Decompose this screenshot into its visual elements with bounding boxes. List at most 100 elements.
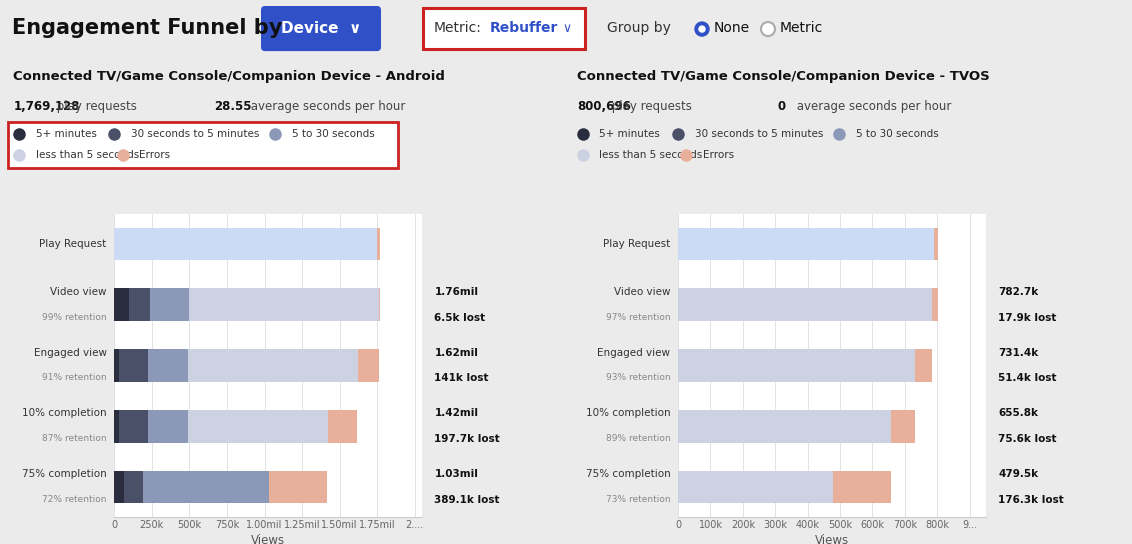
Bar [114, 349, 119, 382]
Text: 5 to 30 seconds: 5 to 30 seconds [856, 128, 938, 139]
Text: 97% retention: 97% retention [606, 313, 670, 322]
Text: 89% retention: 89% retention [606, 434, 670, 443]
Bar [678, 349, 915, 382]
Text: 17.9k lost: 17.9k lost [998, 313, 1056, 323]
Text: 99% retention: 99% retention [42, 313, 106, 322]
Text: ∨: ∨ [561, 22, 572, 35]
Text: 1.03mil: 1.03mil [435, 469, 479, 479]
Text: Errors: Errors [703, 150, 735, 160]
Text: 73% retention: 73% retention [606, 495, 670, 504]
Bar [678, 288, 932, 321]
Text: 30 seconds to 5 minutes: 30 seconds to 5 minutes [131, 128, 259, 139]
Text: 75% completion: 75% completion [585, 469, 670, 479]
Text: play requests: play requests [53, 100, 137, 113]
Text: 10% completion: 10% completion [585, 409, 670, 418]
Text: 10% completion: 10% completion [22, 409, 106, 418]
Bar [891, 410, 915, 443]
Text: 30 seconds to 5 minutes: 30 seconds to 5 minutes [695, 128, 823, 139]
Bar [114, 288, 129, 321]
Text: 389.1k lost: 389.1k lost [435, 495, 500, 505]
Text: Rebuffer: Rebuffer [490, 21, 558, 35]
Bar [114, 471, 125, 503]
Bar [119, 410, 148, 443]
Text: 91% retention: 91% retention [42, 373, 106, 382]
Bar [148, 349, 188, 382]
Bar [934, 227, 937, 261]
Text: Device  ∨: Device ∨ [281, 21, 361, 35]
Text: Play Request: Play Request [40, 239, 106, 249]
Text: 1,769,128: 1,769,128 [14, 100, 80, 113]
Bar [189, 288, 378, 321]
Text: 141k lost: 141k lost [435, 373, 489, 384]
Text: 51.4k lost: 51.4k lost [998, 373, 1057, 384]
Circle shape [695, 22, 709, 36]
Text: 6.5k lost: 6.5k lost [435, 313, 486, 323]
Bar [119, 349, 148, 382]
Text: Engagement Funnel by: Engagement Funnel by [12, 18, 282, 38]
Bar [678, 471, 833, 503]
Text: 176.3k lost: 176.3k lost [998, 495, 1064, 505]
Text: Connected TV/Game Console/Companion Device - Android: Connected TV/Game Console/Companion Devi… [14, 70, 445, 83]
Bar [358, 349, 379, 382]
Text: 5+ minutes: 5+ minutes [35, 128, 96, 139]
X-axis label: Views: Views [251, 534, 285, 544]
Bar [327, 410, 358, 443]
Bar [188, 410, 327, 443]
Bar [915, 349, 932, 382]
Text: Connected TV/Game Console/Companion Device - TVOS: Connected TV/Game Console/Companion Devi… [577, 70, 989, 83]
Text: 5 to 30 seconds: 5 to 30 seconds [292, 128, 375, 139]
Text: Play Request: Play Request [603, 239, 670, 249]
FancyBboxPatch shape [8, 122, 397, 169]
Text: 782.7k: 782.7k [998, 287, 1038, 297]
Text: Engaged view: Engaged view [598, 348, 670, 357]
Bar [125, 471, 143, 503]
Bar [129, 288, 151, 321]
Text: 72% retention: 72% retention [42, 495, 106, 504]
Text: Errors: Errors [139, 150, 171, 160]
Text: Video view: Video view [614, 287, 670, 297]
Bar [188, 349, 358, 382]
Text: None: None [714, 21, 751, 35]
Bar [678, 410, 891, 443]
Text: 0: 0 [778, 100, 786, 113]
Bar [148, 410, 188, 443]
FancyBboxPatch shape [261, 6, 381, 51]
Bar [377, 227, 380, 261]
Bar [114, 227, 377, 261]
Circle shape [761, 22, 775, 36]
Bar [143, 471, 269, 503]
Text: 5+ minutes: 5+ minutes [599, 128, 660, 139]
Text: 1.76mil: 1.76mil [435, 287, 479, 297]
Text: 75.6k lost: 75.6k lost [998, 434, 1057, 444]
Text: 1.62mil: 1.62mil [435, 348, 479, 357]
Text: Video view: Video view [50, 287, 106, 297]
Bar [423, 8, 585, 49]
Text: play requests: play requests [608, 100, 692, 113]
Text: Engaged view: Engaged view [34, 348, 106, 357]
Bar [269, 471, 327, 503]
Text: 655.8k: 655.8k [998, 409, 1038, 418]
Text: 1.42mil: 1.42mil [435, 409, 479, 418]
Bar [114, 410, 119, 443]
Text: Metric:: Metric: [434, 21, 482, 35]
Text: 197.7k lost: 197.7k lost [435, 434, 500, 444]
Bar [678, 227, 934, 261]
Text: less than 5 seconds: less than 5 seconds [35, 150, 139, 160]
Bar [151, 288, 189, 321]
Text: 75% completion: 75% completion [22, 469, 106, 479]
X-axis label: Views: Views [815, 534, 849, 544]
Text: Metric: Metric [780, 21, 823, 35]
Text: 731.4k: 731.4k [998, 348, 1038, 357]
Text: Group by: Group by [607, 21, 671, 35]
Text: 87% retention: 87% retention [42, 434, 106, 443]
Text: 479.5k: 479.5k [998, 469, 1038, 479]
Text: less than 5 seconds: less than 5 seconds [599, 150, 703, 160]
Text: average seconds per hour: average seconds per hour [248, 100, 406, 113]
Circle shape [698, 26, 705, 32]
Bar [932, 288, 937, 321]
Text: average seconds per hour: average seconds per hour [794, 100, 952, 113]
Bar [833, 471, 891, 503]
Text: 93% retention: 93% retention [606, 373, 670, 382]
Text: 800,696: 800,696 [577, 100, 631, 113]
Text: 28.55: 28.55 [214, 100, 251, 113]
